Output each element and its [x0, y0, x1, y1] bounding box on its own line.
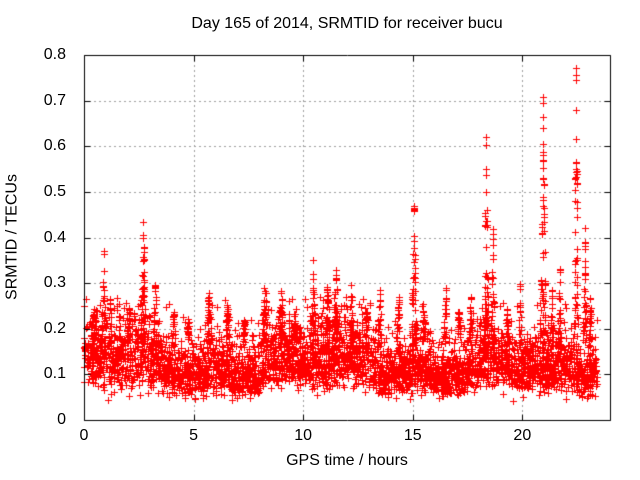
x-tick-label: 15	[403, 427, 422, 444]
y-tick-label: 0.6	[43, 137, 66, 155]
y-tick-label: 0	[57, 411, 66, 428]
y-tick-label: 0.2	[43, 319, 66, 337]
x-tick-label: 20	[513, 427, 532, 444]
x-axis-label: GPS time / hours	[286, 452, 408, 469]
x-tick-label: 10	[294, 427, 313, 444]
y-tick-label: 0.7	[43, 91, 66, 109]
y-tick-label: 0.1	[43, 365, 66, 383]
chart-title: Day 165 of 2014, SRMTID for receiver buc…	[191, 15, 503, 32]
y-tick-label: 0.5	[43, 182, 66, 200]
y-tick-label: 0.4	[43, 228, 66, 246]
y-tick-label: 0.8	[43, 46, 66, 63]
x-tick-label: 0	[79, 427, 89, 444]
x-tick-label: 5	[189, 427, 199, 444]
y-tick-label: 0.3	[43, 274, 66, 292]
